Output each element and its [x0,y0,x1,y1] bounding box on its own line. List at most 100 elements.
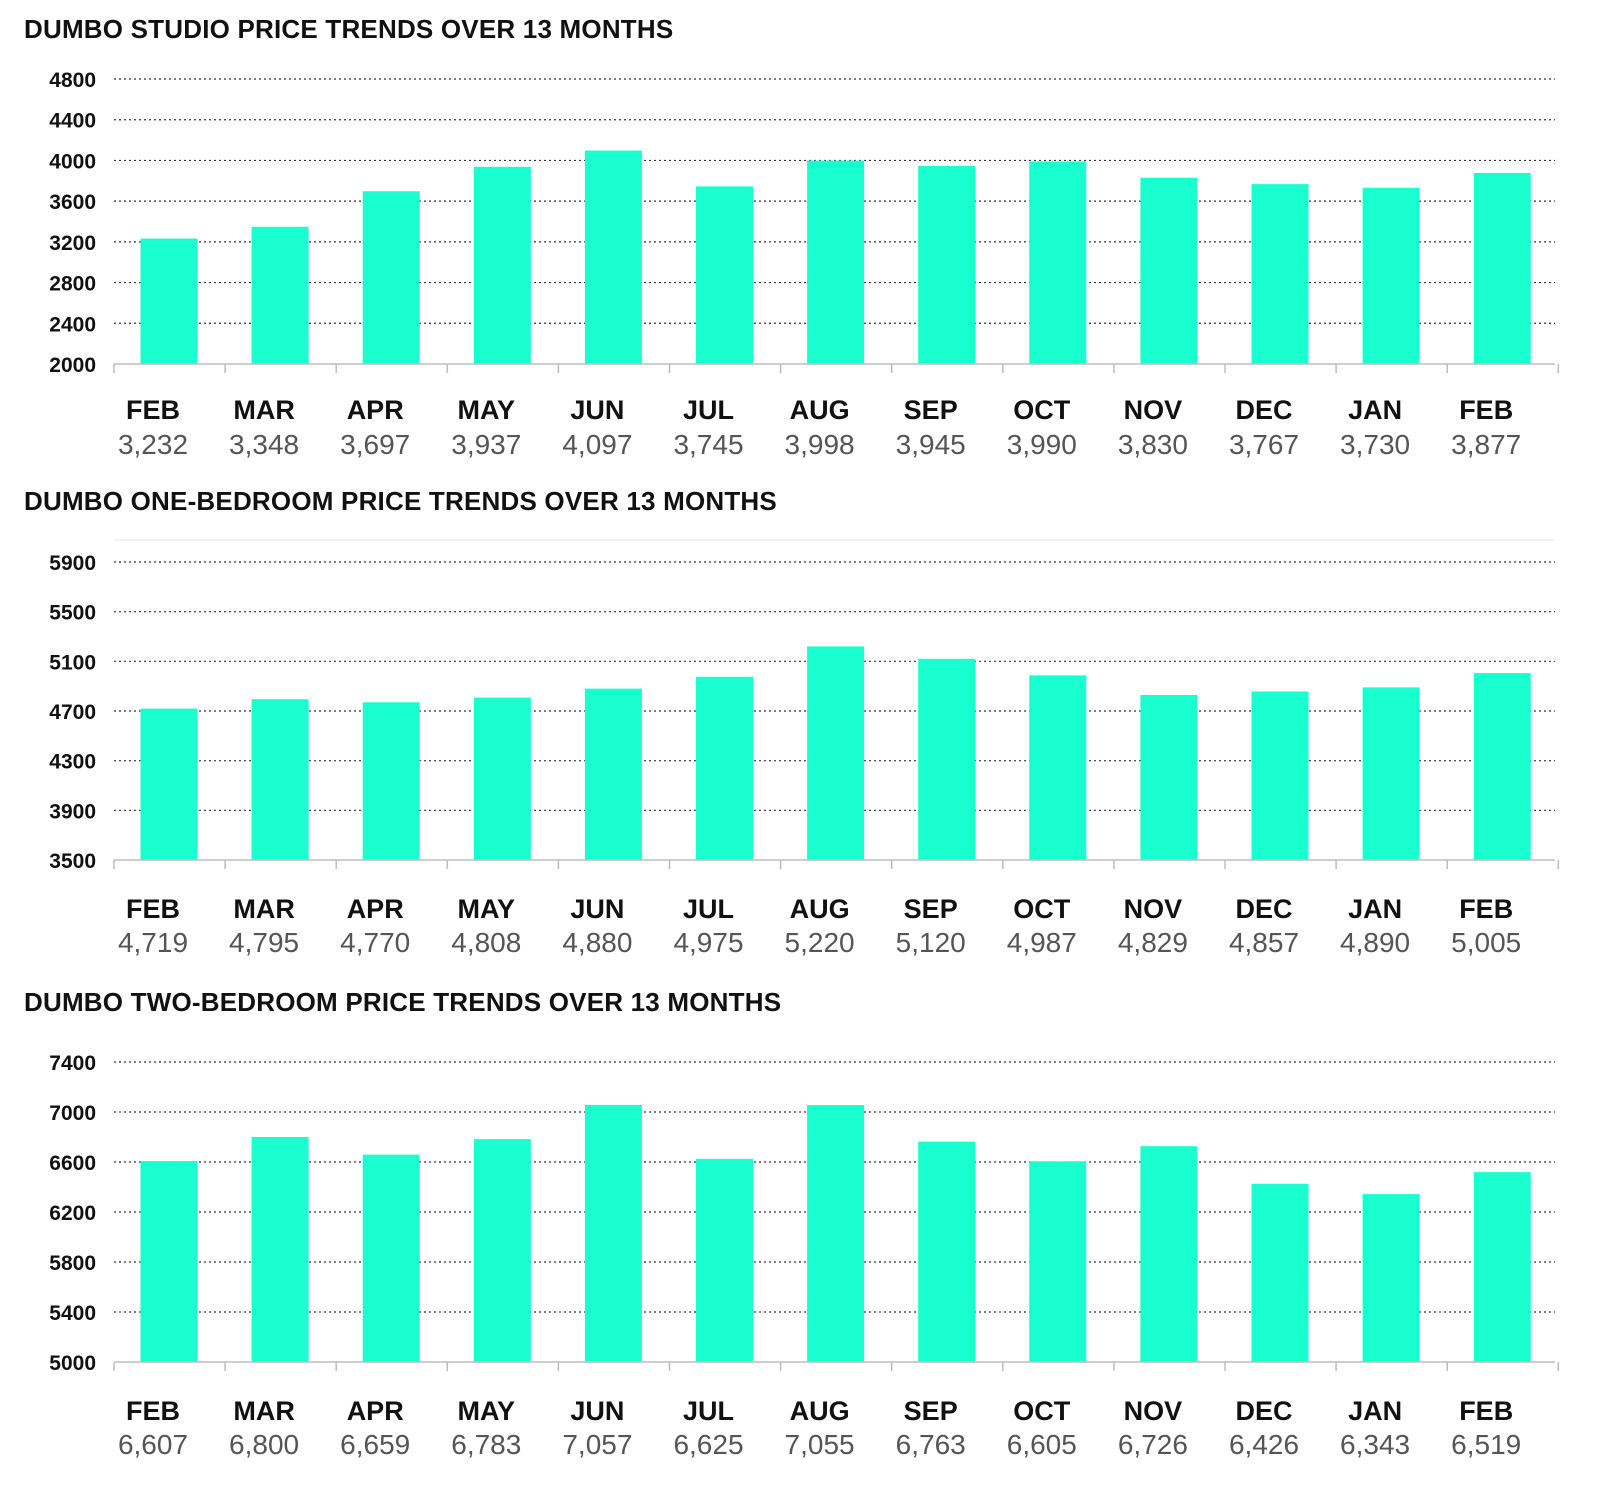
bar [362,191,420,364]
studio-price-chart: 2000 2400 2800 3200 3600 4000 4400 4800 FEB 3,232… [49,69,1560,460]
x-tick-label: AUG [790,395,850,425]
data-label: 6,726 [1118,1429,1188,1460]
bar [140,708,198,860]
x-tick-label: MAY [458,395,516,425]
bar [140,1161,198,1362]
bar [918,166,976,364]
bar [696,1158,753,1362]
bar [696,186,753,364]
y-tick-label: 7400 [49,1052,96,1075]
x-tick-label: MAR [233,1396,295,1426]
x-tick-label: JUL [683,1396,734,1426]
bar [1473,1172,1531,1362]
y-tick-label: 6200 [49,1202,96,1225]
bar [918,658,976,860]
bar [251,699,309,860]
y-tick-label: 6600 [49,1152,96,1175]
bar [362,702,420,860]
data-label: 5,005 [1451,927,1521,958]
data-label: 3,877 [1451,429,1521,460]
x-tick-label: FEB [126,894,180,924]
x-tick-label: AUG [790,894,850,924]
bar [696,676,753,860]
bar [473,166,531,364]
bar [473,1139,531,1362]
x-tick-label: JAN [1348,894,1402,924]
bar [1251,1183,1309,1362]
data-label: 6,343 [1340,1429,1410,1460]
x-tick-label: APR [347,395,404,425]
data-label: 4,770 [340,927,410,958]
data-label: 6,763 [896,1429,966,1460]
bar [584,1104,642,1362]
x-tick-label: MAY [458,1396,516,1426]
data-label: 4,975 [673,927,743,958]
data-label: 3,697 [340,429,410,460]
data-label: 3,348 [229,429,299,460]
x-tick-label: JUN [570,894,624,924]
x-tick-label: JUN [570,1396,624,1426]
y-tick-label: 3200 [49,232,96,255]
bar [1473,673,1531,860]
bar [1251,184,1309,364]
data-label: 7,055 [785,1429,855,1460]
x-tick-label: MAY [458,894,516,924]
x-tick-label: JUL [683,894,734,924]
y-tick-label: 5400 [49,1302,96,1325]
x-tick-label: JAN [1348,1396,1402,1426]
data-label: 6,607 [118,1429,188,1460]
bar [1362,187,1420,364]
y-tick-label: 2400 [49,313,96,336]
x-tick-label: MAR [233,894,295,924]
data-label: 5,220 [785,927,855,958]
x-tick-label: OCT [1013,894,1071,924]
bar [1140,177,1198,364]
bar [251,1137,309,1362]
data-label: 4,795 [229,927,299,958]
x-tick-label: SEP [904,1396,958,1426]
bar [918,1141,976,1362]
y-tick-label: 5000 [49,1352,96,1375]
bar [584,688,642,860]
y-tick-label: 3600 [49,191,96,214]
bar [807,1105,865,1362]
y-tick-label: 5500 [49,602,96,625]
bar [807,646,865,860]
one-bedroom-price-chart: 3500390043004700510055005900FEB4,719MAR4… [49,539,1560,958]
x-tick-label: APR [347,1396,404,1426]
x-tick-label: DEC [1235,894,1292,924]
data-label: 3,830 [1118,429,1188,460]
data-label: 3,990 [1007,429,1077,460]
data-label: 4,719 [118,927,188,958]
data-label: 4,829 [1118,927,1188,958]
bar [1362,1194,1420,1362]
y-tick-label: 4400 [49,110,96,133]
data-label: 6,659 [340,1429,410,1460]
x-tick-label: FEB [1459,894,1513,924]
data-label: 4,880 [562,927,632,958]
bar [251,226,309,364]
bar [1140,694,1198,860]
data-label: 3,998 [785,429,855,460]
data-label: 3,745 [673,429,743,460]
x-tick-label: FEB [126,395,180,425]
data-label: 6,800 [229,1429,299,1460]
x-tick-label: FEB [1459,395,1513,425]
x-tick-label: FEB [1459,1396,1513,1426]
x-tick-label: DEC [1235,395,1292,425]
data-label: 7,057 [562,1429,632,1460]
x-tick-label: JUL [683,395,734,425]
y-tick-label: 2000 [49,354,96,377]
data-label: 6,426 [1229,1429,1299,1460]
x-tick-label: AUG [790,1396,850,1426]
bar [1473,172,1531,364]
bar [1029,675,1087,860]
y-tick-label: 2800 [49,273,96,296]
x-tick-label: SEP [904,894,958,924]
data-label: 6,625 [673,1429,743,1460]
data-label: 6,519 [1451,1429,1521,1460]
data-label: 5,120 [896,927,966,958]
y-tick-label: 3900 [49,800,96,823]
x-tick-label: SEP [904,395,958,425]
bar [362,1154,420,1362]
